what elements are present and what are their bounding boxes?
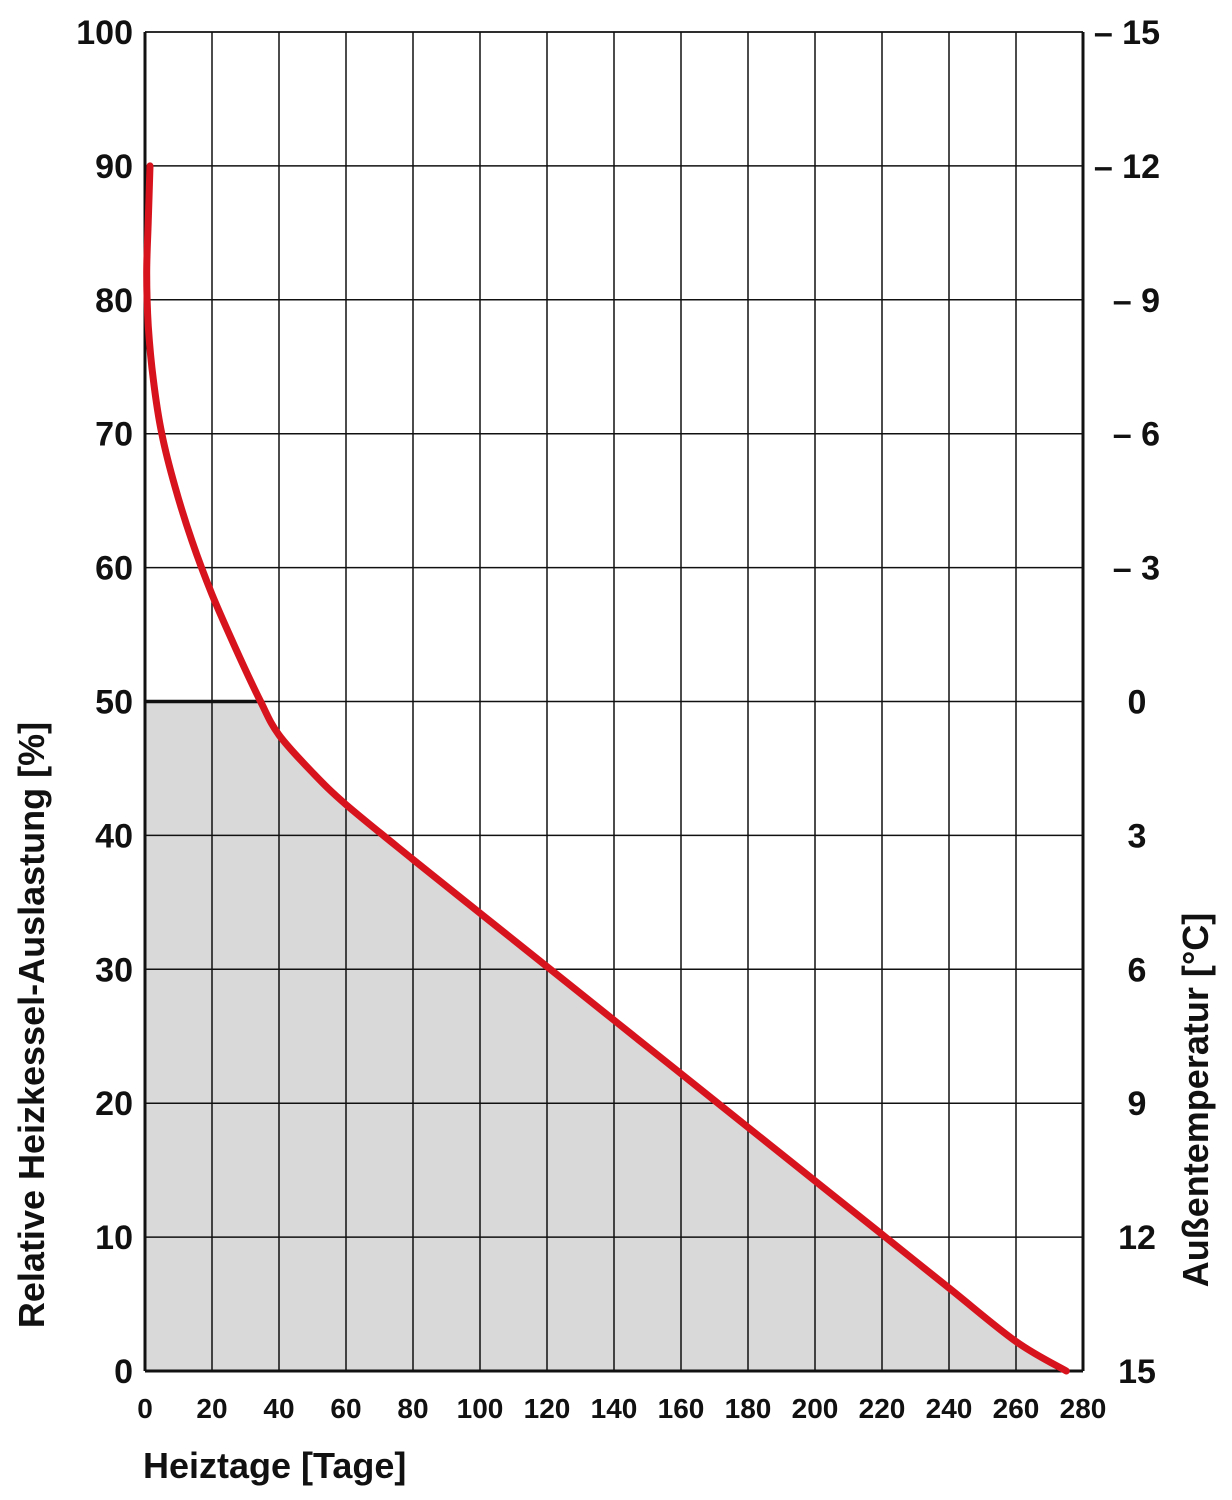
y-tick-label: 20 bbox=[95, 1085, 133, 1123]
y2-tick-labels-group: 15 12 9 6 3 0 – 3 – 6 – 9 – 12 – 15 bbox=[1094, 14, 1160, 1391]
y2-tick-label: 3 bbox=[1128, 817, 1147, 855]
y-tick-label: 40 bbox=[95, 817, 133, 855]
y-axis-title: Relative Heizkessel-Auslastung [%] bbox=[11, 722, 52, 1328]
y-tick-label: 50 bbox=[95, 684, 133, 722]
y-tick-labels-group: 0 10 20 30 40 50 60 70 80 90 100 bbox=[76, 14, 133, 1391]
y-tick-label: 90 bbox=[95, 148, 133, 186]
y-tick-label: 0 bbox=[114, 1353, 133, 1391]
y2-tick-label: – 9 bbox=[1113, 282, 1160, 320]
y-tick-label: 30 bbox=[95, 951, 133, 989]
x-tick-label: 240 bbox=[926, 1393, 973, 1424]
x-tick-label: 0 bbox=[137, 1393, 153, 1424]
x-tick-label: 160 bbox=[658, 1393, 705, 1424]
x-tick-label: 260 bbox=[993, 1393, 1040, 1424]
x-tick-label: 180 bbox=[725, 1393, 772, 1424]
shaded-area bbox=[145, 701, 1067, 1371]
y2-tick-label: 12 bbox=[1118, 1219, 1156, 1257]
grid-group bbox=[144, 31, 1084, 1372]
x-tick-label: 100 bbox=[457, 1393, 504, 1424]
y-tick-label: 80 bbox=[95, 282, 133, 320]
y2-tick-label: – 6 bbox=[1113, 416, 1160, 454]
x-tick-labels-group: 0 20 40 60 80 100 120 140 160 180 200 220 240 260 280 bbox=[137, 1393, 1106, 1424]
y-tick-label: 100 bbox=[76, 14, 133, 52]
y2-tick-label: – 3 bbox=[1113, 550, 1160, 588]
y2-tick-label: – 15 bbox=[1094, 14, 1160, 52]
y2-tick-label: 0 bbox=[1128, 684, 1147, 722]
series-line bbox=[143, 162, 1070, 1375]
y2-tick-label: – 12 bbox=[1094, 148, 1160, 186]
y-tick-label: 10 bbox=[95, 1219, 133, 1257]
x-tick-label: 120 bbox=[524, 1393, 571, 1424]
series-group bbox=[143, 162, 1070, 1375]
x-tick-label: 140 bbox=[591, 1393, 638, 1424]
y-tick-label: 70 bbox=[95, 416, 133, 454]
x-tick-label: 80 bbox=[397, 1393, 428, 1424]
y-tick-label: 60 bbox=[95, 550, 133, 588]
y2-tick-label: 9 bbox=[1128, 1085, 1147, 1123]
y2-tick-label: 15 bbox=[1118, 1353, 1156, 1391]
x-tick-label: 40 bbox=[263, 1393, 294, 1424]
y2-axis-title: Außentemperatur [°C] bbox=[1175, 913, 1216, 1287]
x-axis-title: Heiztage [Tage] bbox=[143, 1445, 406, 1486]
x-tick-label: 20 bbox=[196, 1393, 227, 1424]
shaded-area-group bbox=[145, 701, 1067, 1371]
x-tick-label: 220 bbox=[859, 1393, 906, 1424]
x-tick-label: 60 bbox=[330, 1393, 361, 1424]
x-tick-label: 280 bbox=[1060, 1393, 1107, 1424]
y2-tick-label: 6 bbox=[1128, 951, 1147, 989]
x-tick-label: 200 bbox=[792, 1393, 839, 1424]
